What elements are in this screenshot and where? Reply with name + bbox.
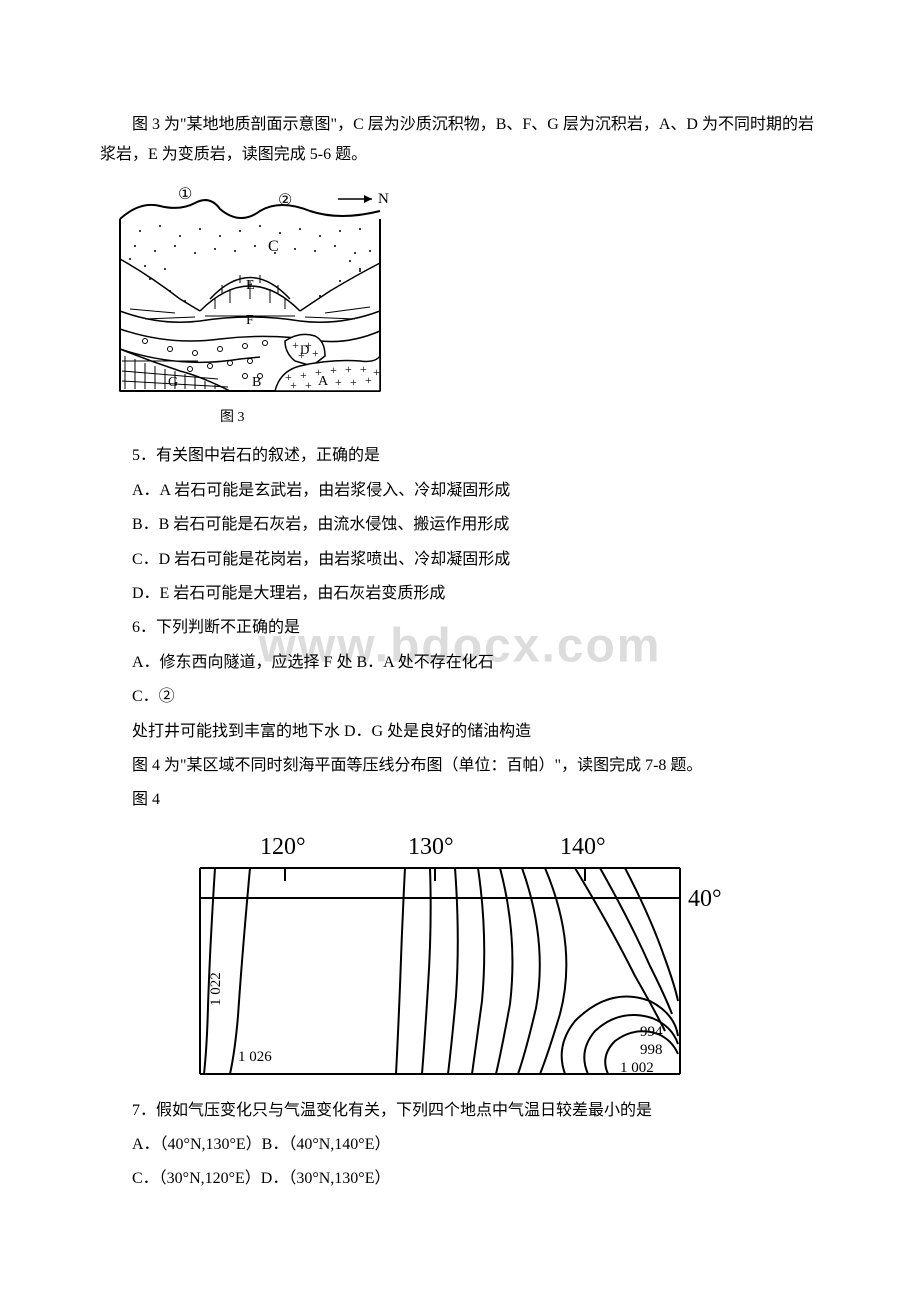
svg-text:+: + bbox=[365, 373, 372, 387]
svg-text:994: 994 bbox=[640, 1024, 663, 1040]
intro-text: 图 3 为"某地地质剖面示意图"，C 层为沙质沉积物，B、F、G 层为沉积岩，A… bbox=[100, 110, 820, 171]
svg-text:B: B bbox=[252, 375, 261, 390]
q5-opt-b: B．B 岩石可能是石灰岩，由流水侵蚀、搬运作用形成 bbox=[100, 510, 820, 540]
figure-4-text: 图 4 bbox=[100, 785, 820, 815]
svg-text:998: 998 bbox=[640, 1042, 663, 1058]
svg-text:1 026: 1 026 bbox=[238, 1049, 272, 1065]
svg-text:+: + bbox=[290, 378, 297, 392]
q5-stem: 5．有关图中岩石的叙述，正确的是 bbox=[100, 441, 820, 471]
q5-opt-a: A．A 岩石可能是玄武岩，由岩浆侵入、冷却凝固形成 bbox=[100, 476, 820, 506]
q5-opt-d: D．E 岩石可能是大理岩，由石灰岩变质形成 bbox=[100, 579, 820, 609]
q6-stem: 6．下列判断不正确的是 bbox=[100, 613, 820, 643]
q7-stem: 7．假如气压变化只与气温变化有关，下列四个地点中气温日较差最小的是 bbox=[100, 1096, 820, 1126]
svg-text:F: F bbox=[246, 313, 254, 328]
svg-text:A: A bbox=[318, 374, 329, 389]
svg-text:+: + bbox=[312, 346, 319, 360]
svg-text:140°: 140° bbox=[560, 834, 606, 860]
svg-text:+: + bbox=[373, 365, 380, 379]
svg-text:+: + bbox=[345, 362, 352, 376]
svg-text:N: N bbox=[378, 191, 389, 207]
q7-opt-ab: A．（40°N,130°E）B．（40°N,140°E） bbox=[100, 1130, 820, 1160]
q5-opt-c: C．D 岩石可能是花岗岩，由岩浆喷出、冷却凝固形成 bbox=[100, 545, 820, 575]
svg-text:E: E bbox=[246, 278, 255, 293]
figure-3-caption: 图 3 bbox=[100, 405, 820, 432]
svg-text:40°: 40° bbox=[688, 886, 722, 912]
svg-text:+: + bbox=[305, 378, 312, 392]
q6-opt-a: A．修东西向隧道，应选择 F 处 B．A 处不存在化石 bbox=[100, 648, 820, 678]
svg-text:②: ② bbox=[278, 192, 292, 209]
svg-text:①: ① bbox=[178, 186, 192, 203]
q7-opt-cd: C．（30°N,120°E）D．（30°N,130°E） bbox=[100, 1164, 820, 1194]
svg-text:G: G bbox=[168, 375, 178, 390]
figure-4: 120° 130° 140° 40° bbox=[100, 826, 820, 1086]
svg-text:+: + bbox=[350, 375, 357, 389]
svg-text:C: C bbox=[268, 238, 279, 255]
svg-text:120°: 120° bbox=[260, 834, 306, 860]
svg-text:130°: 130° bbox=[408, 834, 454, 860]
q6-opt-c-rest: 处打井可能找到丰富的地下水 D．G 处是良好的储油构造 bbox=[100, 717, 820, 747]
svg-text:D: D bbox=[300, 342, 309, 357]
svg-text:1 022: 1 022 bbox=[208, 972, 224, 1006]
intro2-text: 图 4 为"某区域不同时刻海平面等压线分布图（单位：百帕）"，读图完成 7-8 … bbox=[100, 751, 820, 781]
q6-opt-c-prefix: C．② bbox=[100, 682, 820, 712]
figure-3: ① ② N C bbox=[100, 181, 820, 432]
svg-text:1 002: 1 002 bbox=[620, 1060, 654, 1076]
svg-text:+: + bbox=[335, 375, 342, 389]
